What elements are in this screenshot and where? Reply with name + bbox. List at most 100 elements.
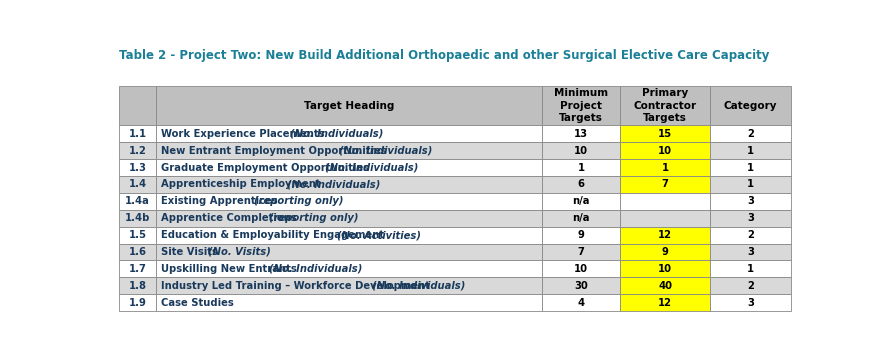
Text: 1.4: 1.4 <box>129 179 147 189</box>
Bar <box>620 142 710 159</box>
Bar <box>119 261 156 277</box>
Bar <box>620 159 710 176</box>
Text: 2: 2 <box>747 129 754 139</box>
Bar <box>543 86 620 125</box>
Text: n/a: n/a <box>572 196 590 206</box>
Text: Graduate Employment Opportunities: Graduate Employment Opportunities <box>161 162 373 173</box>
Bar <box>119 176 156 193</box>
Bar <box>543 294 620 311</box>
Text: 1.5: 1.5 <box>129 230 147 240</box>
Text: New Entrant Employment Opportunities: New Entrant Employment Opportunities <box>161 146 390 156</box>
Text: Work Experience Placements: Work Experience Placements <box>161 129 328 139</box>
Bar <box>156 244 543 261</box>
Bar <box>119 277 156 294</box>
Text: 3: 3 <box>747 213 754 223</box>
Bar <box>156 142 543 159</box>
Bar <box>620 86 710 125</box>
Text: 4: 4 <box>577 298 584 308</box>
Text: 10: 10 <box>574 264 588 274</box>
Text: 12: 12 <box>658 298 672 308</box>
Text: (No. Individuals): (No. Individuals) <box>290 129 384 139</box>
Text: 10: 10 <box>658 146 672 156</box>
Bar <box>543 142 620 159</box>
Text: 10: 10 <box>574 146 588 156</box>
Text: n/a: n/a <box>572 213 590 223</box>
Bar <box>620 176 710 193</box>
Text: 10: 10 <box>658 264 672 274</box>
Bar <box>620 294 710 311</box>
Text: 3: 3 <box>747 298 754 308</box>
Bar <box>119 142 156 159</box>
Text: (No. Individuals): (No. Individuals) <box>338 146 432 156</box>
Bar <box>543 244 620 261</box>
Bar <box>156 176 543 193</box>
Bar <box>620 261 710 277</box>
Bar <box>543 193 620 210</box>
Bar <box>156 294 543 311</box>
Text: Site Visits: Site Visits <box>161 247 221 257</box>
Bar <box>156 210 543 227</box>
Bar <box>710 193 791 210</box>
Text: (No. Individuals): (No. Individuals) <box>288 179 381 189</box>
Bar <box>710 159 791 176</box>
Text: 15: 15 <box>658 129 672 139</box>
Bar <box>710 142 791 159</box>
Text: 3: 3 <box>747 196 754 206</box>
Bar <box>710 261 791 277</box>
Text: Upskilling New Entrants: Upskilling New Entrants <box>161 264 300 274</box>
Bar <box>543 176 620 193</box>
Text: Target Heading: Target Heading <box>304 101 394 111</box>
Bar <box>620 227 710 244</box>
Bar <box>119 294 156 311</box>
Text: 2: 2 <box>747 230 754 240</box>
Text: 9: 9 <box>577 230 584 240</box>
Text: 1: 1 <box>662 162 669 173</box>
Bar <box>119 210 156 227</box>
Bar <box>620 125 710 142</box>
Text: 1.4b: 1.4b <box>125 213 150 223</box>
Text: (reporting only): (reporting only) <box>254 196 344 206</box>
Text: 1.3: 1.3 <box>129 162 147 173</box>
Text: 1: 1 <box>577 162 584 173</box>
Bar <box>710 176 791 193</box>
Bar <box>543 277 620 294</box>
Text: 1: 1 <box>747 146 754 156</box>
Bar <box>156 277 543 294</box>
Text: Primary
Contractor
Targets: Primary Contractor Targets <box>633 88 696 123</box>
Bar <box>710 294 791 311</box>
Bar <box>119 244 156 261</box>
Text: 6: 6 <box>577 179 584 189</box>
Bar <box>543 210 620 227</box>
Bar <box>156 193 543 210</box>
Text: 1.2: 1.2 <box>129 146 147 156</box>
Text: 1.4a: 1.4a <box>125 196 150 206</box>
Bar <box>543 261 620 277</box>
Bar <box>156 159 543 176</box>
Bar <box>620 244 710 261</box>
Bar <box>620 193 710 210</box>
Bar <box>119 86 156 125</box>
Text: Existing Apprentices: Existing Apprentices <box>161 196 281 206</box>
Bar <box>620 210 710 227</box>
Bar <box>543 125 620 142</box>
Text: Minimum
Project
Targets: Minimum Project Targets <box>554 88 608 123</box>
Text: Apprenticeship Employment: Apprenticeship Employment <box>161 179 324 189</box>
Bar <box>710 227 791 244</box>
Text: 1.8: 1.8 <box>129 281 147 291</box>
Text: 1: 1 <box>747 264 754 274</box>
Bar <box>119 227 156 244</box>
Text: 3: 3 <box>747 247 754 257</box>
Bar <box>156 125 543 142</box>
Text: 1: 1 <box>747 162 754 173</box>
Bar <box>710 277 791 294</box>
Text: 2: 2 <box>747 281 754 291</box>
Bar <box>156 261 543 277</box>
Bar <box>710 125 791 142</box>
Bar <box>543 159 620 176</box>
Bar <box>156 227 543 244</box>
Bar <box>119 193 156 210</box>
Bar <box>710 86 791 125</box>
Text: (No. Individuals): (No. Individuals) <box>325 162 418 173</box>
Text: 13: 13 <box>574 129 588 139</box>
Text: Industry Led Training – Workforce Development: Industry Led Training – Workforce Develo… <box>161 281 433 291</box>
